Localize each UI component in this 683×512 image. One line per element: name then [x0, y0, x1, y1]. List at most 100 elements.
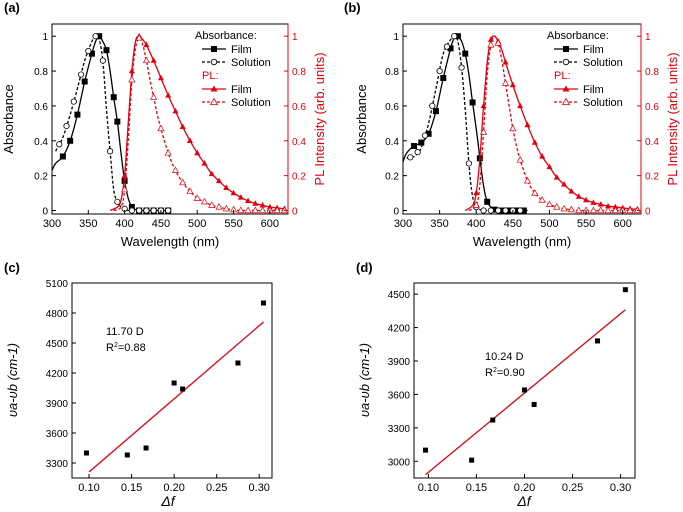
panel-d: (d) 0.10 0.15 0.20 0.25 0.30 3000 3300 3600 390… [356, 260, 636, 509]
series-3-marker [604, 206, 612, 214]
legend-heading-pl: PL: [202, 70, 219, 82]
y-ticks-d: 3000 3300 3600 3900 4200 4500 [388, 290, 418, 468]
series-0-marker [462, 50, 469, 57]
data-point [469, 457, 475, 463]
y-tick-label: 0.2 [385, 172, 399, 183]
series-2-marker [480, 102, 487, 109]
legend-heading-absorbance: Absorbance: [195, 30, 257, 42]
series-3-marker [237, 206, 245, 214]
series-3-marker [251, 206, 259, 214]
series-2-marker [150, 57, 157, 63]
series-1-marker [429, 102, 436, 110]
data-point [595, 338, 601, 344]
series-0-marker [74, 111, 81, 118]
y-tick-label: 0.2 [34, 172, 48, 183]
y-ticks-a: 0 0.2 0.4 0.6 0.8 1 [34, 32, 56, 218]
panel-c: (c) 0.10 0.15 0.20 0.25 0.30 3300 3600 3900 420… [4, 260, 273, 509]
series-1-marker [99, 57, 106, 64]
x-tick-label: 350 [430, 218, 448, 230]
series-3-marker [487, 40, 495, 48]
y-tick-label: 0.4 [385, 137, 399, 148]
x-tick-label: 0.30 [249, 482, 270, 494]
series-2-marker [531, 139, 538, 145]
series-1-marker [451, 33, 458, 40]
series-1-marker [458, 64, 465, 71]
series-3-marker [164, 148, 172, 156]
y-axis-title-d: υa-υb (cm-1) [357, 343, 372, 417]
y2-ticks-a: 0 0.2 0.4 0.6 0.8 1 [284, 32, 306, 218]
series-3-marker [244, 206, 252, 214]
y-tick-label: 0 [393, 207, 399, 218]
legend-label-abs-solution: Solution [583, 57, 623, 69]
series-2-marker [561, 181, 568, 187]
y2-axis-title-a: PL Intensity (arb. units) [312, 52, 327, 185]
series-0-marker [469, 99, 476, 106]
series-3-marker [538, 196, 546, 203]
series-2-marker [121, 172, 128, 178]
series-3-marker [280, 206, 288, 214]
y-tick-label: 0 [42, 207, 48, 218]
series-2-marker [128, 67, 135, 74]
series-2-marker [546, 163, 553, 170]
y-tick-label: 4200 [46, 369, 69, 380]
y-tick-label: 0.8 [34, 67, 48, 78]
x-tick-label: 600 [614, 218, 632, 230]
series-1-marker [436, 67, 443, 75]
y2-tick-label: 0.6 [292, 102, 306, 113]
y2-tick-label: 0.2 [292, 172, 306, 183]
legend-marker-abs-solution [210, 58, 218, 66]
x-axis-title-c: Δf [160, 493, 176, 509]
series-2-marker [605, 202, 612, 209]
y2-tick-label: 1 [645, 32, 651, 43]
data-point [531, 401, 537, 407]
x-tick-label: 450 [152, 218, 170, 230]
x-tick-label: 500 [188, 218, 206, 230]
series-3-marker [633, 206, 641, 214]
series-2-marker [575, 193, 582, 199]
series-3-marker [193, 194, 201, 201]
x-axis-title-b: Wavelength (nm) [473, 234, 572, 249]
series-2-marker [473, 189, 480, 196]
y2-tick-label: 0.4 [292, 137, 306, 148]
y-ticks-b: 0 0.2 0.4 0.6 0.8 1 [385, 32, 407, 218]
series-3-marker [626, 206, 634, 214]
x-ticks-c: 0.10 0.15 0.20 0.25 0.30 [78, 474, 270, 494]
y-axis-title-c: υa-υb (cm-1) [5, 343, 20, 417]
x-tick-label: 0.25 [562, 482, 583, 494]
y-tick-label: 0.6 [385, 102, 399, 113]
series-2-marker [266, 203, 273, 210]
series-2-marker [201, 160, 208, 166]
panel-label-c: (c) [4, 260, 20, 275]
series-2-marker [590, 199, 597, 205]
points-d [423, 287, 628, 476]
y-tick-label: 1 [42, 32, 48, 43]
x-tick-label: 300 [43, 218, 61, 230]
series-2-marker [245, 197, 252, 204]
x-tick-label: 0.20 [163, 482, 184, 494]
series-1-marker [136, 207, 143, 214]
y2-tick-label: 0.2 [645, 172, 659, 183]
series-3-marker [171, 166, 180, 173]
series-3-marker [200, 197, 209, 205]
series-line-0 [51, 35, 169, 212]
series-3-marker [575, 206, 583, 214]
series-2-marker [237, 194, 244, 200]
y-tick-label: 4500 [46, 339, 69, 350]
series-1-marker [421, 132, 429, 139]
series-1-marker [143, 207, 150, 214]
series-0-marker [81, 78, 88, 85]
series-3-marker [545, 200, 554, 207]
y-tick-label: 4500 [388, 290, 411, 301]
series-0-marker [454, 33, 461, 40]
fit-line [88, 321, 264, 473]
series-1-marker [77, 71, 85, 78]
y-tick-label: 0.8 [385, 67, 399, 78]
plot-frame [413, 282, 636, 479]
series-1-marker [63, 122, 70, 130]
legend-label-pl-film: Film [231, 84, 252, 96]
y2-tick-label: 0.4 [645, 137, 659, 148]
series-2-marker [502, 59, 509, 65]
series-0-marker [447, 45, 454, 52]
data-point [260, 300, 266, 306]
